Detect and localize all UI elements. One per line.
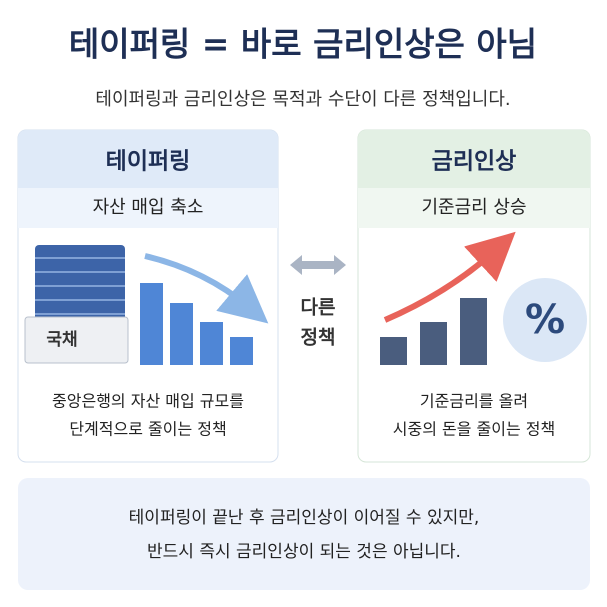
left-sub-band (18, 188, 278, 228)
decline-bars (140, 283, 253, 365)
subtitle: 테이퍼링과 금리인상은 목적과 수단이 다른 정책입니다. (95, 89, 510, 110)
badge (24, 316, 129, 364)
badge-label: 국채 (46, 330, 77, 350)
right-desc: 기준금리를 올려 (420, 392, 528, 411)
footer-box (18, 478, 590, 590)
double-arrow (290, 255, 346, 275)
middle-label: 다른 (301, 297, 336, 319)
title: 테이퍼링 = 바로 금리인상은 아님 (69, 25, 537, 64)
percent-symbol: % (525, 297, 565, 343)
middle-label: 정책 (301, 327, 336, 349)
down-arrow (144, 253, 269, 324)
right-desc: 시중의 돈을 줄이는 정책 (393, 420, 555, 439)
footer-line: 테이퍼링이 끝난 후 금리인상이 이어질 수 있지만, (129, 508, 480, 528)
footer-line: 반드시 즉시 금리인상이 되는 것은 아닙니다. (147, 542, 461, 562)
right-subtitle: 기준금리 상승 (421, 197, 526, 218)
left-desc: 중앙은행의 자산 매입 규모를 (52, 392, 244, 411)
right-title: 금리인상 (432, 149, 517, 175)
right-sub-band (358, 188, 590, 228)
left-title: 테이퍼링 (106, 149, 191, 175)
left-subtitle: 자산 매입 축소 (93, 197, 204, 218)
left-desc: 단계적으로 줄이는 정책 (69, 420, 226, 439)
up-arrow (383, 231, 516, 323)
rise-bars (380, 298, 487, 365)
percent-circle (503, 278, 587, 362)
